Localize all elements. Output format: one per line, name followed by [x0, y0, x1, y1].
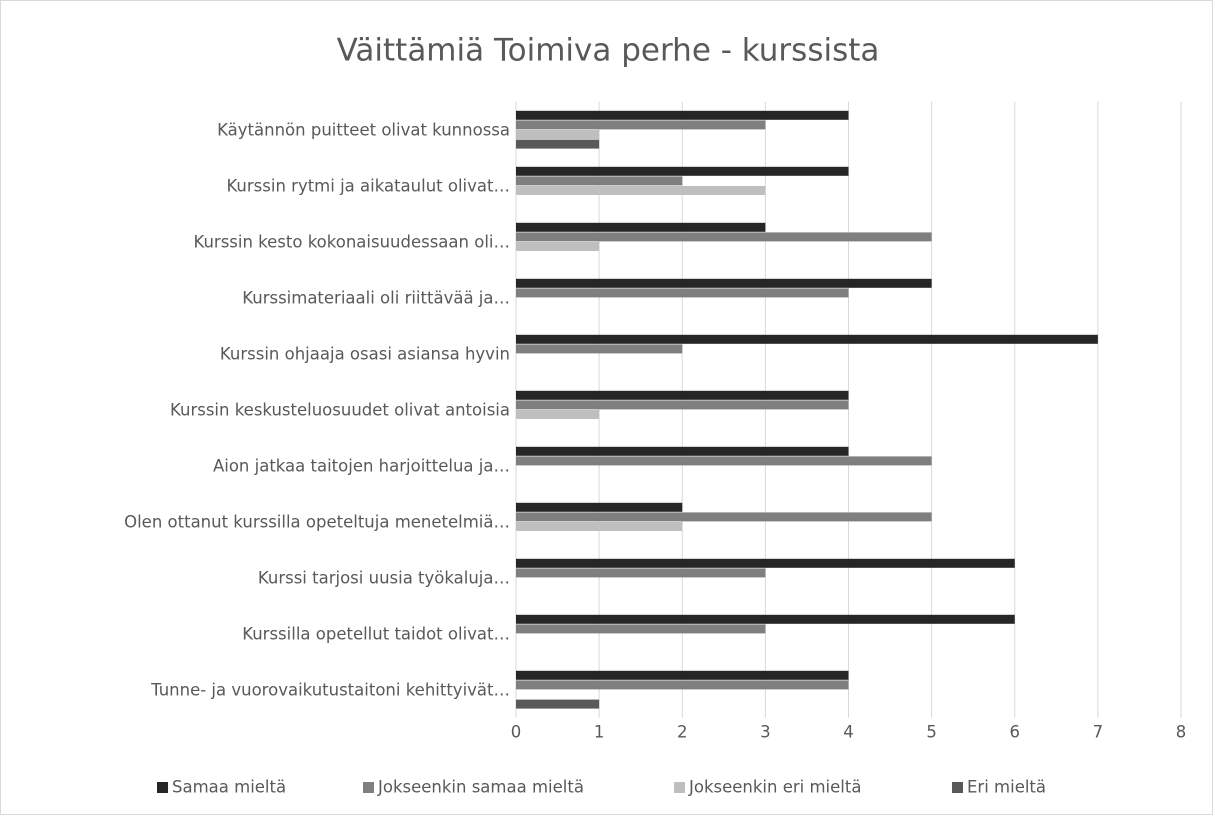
y-tick-label: Kurssin keskusteluosuudet olivat antoisi… [170, 401, 510, 420]
bar [516, 400, 849, 410]
bar [516, 222, 766, 232]
bar [516, 390, 849, 400]
x-tick-label: 7 [1093, 723, 1104, 742]
bar [516, 568, 766, 578]
y-tick-label: Kurssin kesto kokonaisuudessaan oli… [193, 233, 510, 252]
bar [516, 456, 932, 466]
y-tick-label: Aion jatkaa taitojen harjoittelua ja… [213, 457, 510, 476]
bar [516, 334, 1098, 344]
x-tick-label: 6 [1010, 723, 1021, 742]
bar [516, 166, 849, 176]
bar [516, 624, 766, 634]
bar [516, 278, 932, 288]
legend-label: Jokseenkin eri mieltä [688, 778, 861, 797]
y-tick-label: Kurssin rytmi ja aikataulut olivat… [226, 177, 510, 196]
bar [516, 670, 849, 680]
bar [516, 410, 600, 419]
bar [516, 176, 683, 186]
x-tick-label: 1 [594, 723, 605, 742]
bar [516, 186, 766, 195]
x-tick-label: 2 [677, 723, 688, 742]
legend-swatch [363, 782, 374, 793]
chart-title: Väittämiä Toimiva perhe - kurssista [337, 33, 880, 69]
x-tick-label: 8 [1176, 723, 1187, 742]
legend-label: Eri mieltä [967, 778, 1046, 797]
bar [516, 558, 1015, 568]
bar [516, 110, 849, 120]
bar [516, 288, 849, 298]
bar [516, 512, 932, 522]
x-tick-label: 5 [926, 723, 937, 742]
bar [516, 614, 1015, 624]
legend-swatch [157, 782, 168, 793]
legend-label: Jokseenkin samaa mieltä [377, 778, 584, 797]
y-tick-label: Kurssilla opetellut taidot olivat… [242, 625, 510, 644]
bar [516, 680, 849, 690]
bar [516, 130, 600, 139]
y-tick-label: Kurssimateriaali oli riittävää ja… [242, 289, 510, 308]
bar [516, 699, 600, 709]
x-tick-label: 3 [760, 723, 771, 742]
y-tick-label: Käytännön puitteet olivat kunnossa [217, 121, 510, 140]
bar [516, 522, 683, 531]
legend-swatch [952, 782, 963, 793]
bar [516, 232, 932, 242]
bar [516, 502, 683, 512]
bar [516, 242, 600, 251]
y-tick-label: Kurssin ohjaaja osasi asiansa hyvin [220, 345, 510, 364]
y-tick-label: Tunne- ja vuorovaikutustaitoni kehittyiv… [150, 681, 510, 700]
legend-label: Samaa mieltä [172, 778, 286, 797]
x-tick-label: 0 [511, 723, 522, 742]
bar [516, 344, 683, 354]
bar [516, 446, 849, 456]
y-tick-label: Olen ottanut kurssilla opeteltuja menete… [124, 513, 510, 532]
bar [516, 139, 600, 149]
bar [516, 120, 766, 130]
legend-swatch [674, 782, 685, 793]
x-tick-label: 4 [843, 723, 854, 742]
y-tick-label: Kurssi tarjosi uusia työkaluja… [258, 569, 510, 588]
